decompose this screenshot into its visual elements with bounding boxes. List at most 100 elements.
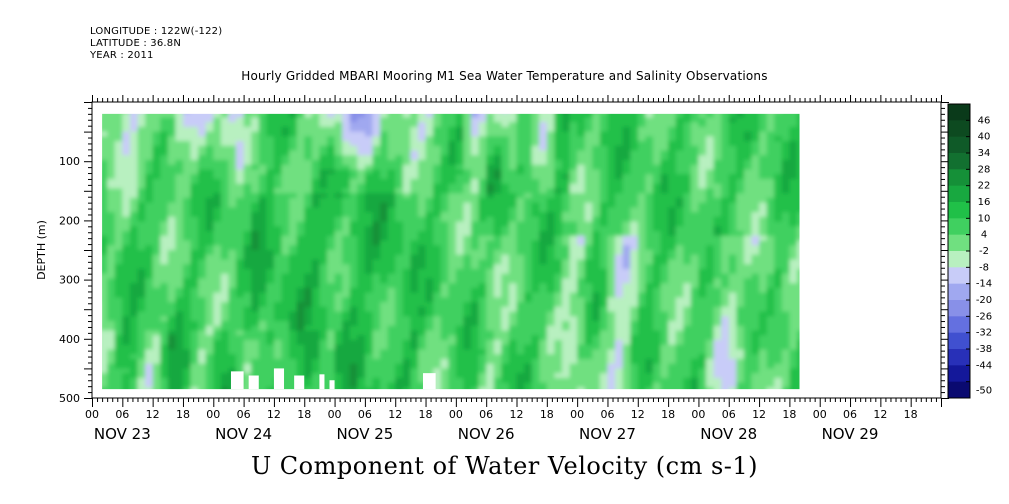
heatmap-cell — [266, 155, 275, 161]
heatmap-cell — [273, 287, 283, 294]
heatmap-cell — [418, 160, 427, 166]
heatmap-cell — [372, 254, 381, 260]
heatmap-cell — [205, 344, 214, 350]
heatmap-cell — [129, 240, 139, 246]
heatmap-cell — [357, 373, 366, 379]
heatmap-cells — [92, 113, 800, 397]
heatmap-cell — [266, 264, 275, 270]
heatmap-cell — [102, 363, 108, 369]
heatmap-cell — [190, 221, 199, 227]
heatmap-cell — [501, 155, 510, 161]
heatmap-cell — [160, 240, 169, 246]
heatmap-cell — [508, 179, 518, 185]
heatmap-cell — [410, 240, 419, 246]
heatmap-cell — [175, 197, 184, 204]
heatmap-cell — [395, 164, 404, 171]
heatmap-cell — [501, 297, 510, 303]
heatmap-cell — [220, 306, 230, 313]
heatmap-cell — [622, 363, 631, 369]
heatmap-cell — [402, 283, 411, 289]
heatmap-cell — [92, 170, 100, 175]
heatmap-cell — [592, 226, 601, 232]
heatmap-cell — [683, 377, 692, 384]
heatmap-cell — [554, 330, 563, 336]
heatmap-cell — [539, 340, 548, 346]
heatmap-cell — [455, 207, 465, 213]
heatmap-cell — [311, 264, 320, 270]
heatmap-cell — [190, 292, 199, 298]
heatmap-cell — [569, 268, 578, 275]
heatmap-cell — [652, 273, 662, 279]
heatmap-cell — [364, 278, 374, 284]
heatmap-cell — [539, 368, 548, 374]
heatmap-cell — [554, 344, 563, 350]
heatmap-cell — [372, 150, 381, 156]
heatmap-cell — [660, 160, 669, 166]
heatmap-cell — [312, 392, 320, 397]
heatmap-cell — [349, 160, 358, 166]
heatmap-cell — [243, 297, 252, 303]
heatmap-cell — [327, 306, 336, 313]
heatmap-cell — [478, 302, 487, 308]
heatmap-cell — [668, 235, 677, 242]
heatmap-cell — [266, 278, 275, 284]
heatmap-cell — [167, 373, 176, 379]
heatmap-cell — [243, 231, 252, 237]
heatmap-cell — [387, 145, 396, 152]
heatmap-cell — [592, 207, 601, 213]
heatmap-cell — [319, 335, 328, 341]
heatmap-cell — [531, 160, 540, 166]
heatmap-cell — [350, 392, 358, 397]
heatmap-cell — [266, 117, 275, 123]
heatmap-cell — [501, 392, 509, 397]
heatmap-cell — [425, 250, 434, 256]
heatmap-cell — [357, 268, 366, 275]
heatmap-cell — [637, 349, 646, 355]
heatmap-cell — [524, 131, 533, 137]
heatmap-cell — [501, 183, 510, 189]
heatmap-cell — [114, 179, 123, 185]
heatmap-cell — [683, 268, 692, 275]
heatmap-cell — [448, 113, 457, 118]
heatmap-cell — [637, 344, 646, 350]
heatmap-cell — [364, 264, 374, 270]
heatmap-cell — [175, 373, 184, 379]
heatmap-cell — [380, 179, 389, 185]
heatmap-cell — [402, 202, 411, 208]
heatmap-cell — [228, 131, 237, 137]
heatmap-cell — [167, 382, 176, 388]
heatmap-cell — [433, 316, 442, 322]
heatmap-cell — [675, 174, 684, 180]
heatmap-cell — [243, 254, 252, 260]
heatmap-cell — [145, 344, 154, 350]
heatmap-cell — [327, 150, 336, 156]
heatmap-cell — [615, 117, 624, 123]
heatmap-cell — [289, 254, 298, 260]
heatmap-cell — [236, 368, 245, 374]
heatmap-cell — [289, 193, 298, 199]
heatmap-cell — [129, 377, 139, 384]
heatmap-cell — [539, 179, 548, 185]
heatmap-cell — [675, 193, 684, 199]
heatmap-cell — [152, 321, 161, 327]
heatmap-cell — [236, 231, 245, 237]
heatmap-cell — [175, 131, 184, 137]
heatmap-cell — [584, 164, 593, 171]
heatmap-cell — [645, 330, 654, 336]
heatmap-cell — [554, 126, 563, 133]
heatmap-cell — [107, 373, 116, 379]
heatmap-cell — [615, 254, 624, 260]
heatmap-cell — [281, 231, 290, 237]
heatmap-cell — [145, 302, 154, 308]
heatmap-cell — [145, 126, 154, 133]
heatmap-cell — [645, 349, 654, 355]
heatmap-cell — [122, 325, 131, 332]
heatmap-cell — [92, 203, 100, 208]
heatmap-cell — [213, 235, 222, 242]
heatmap-cell — [311, 169, 320, 175]
heatmap-cell — [508, 325, 518, 332]
heatmap-cell — [175, 311, 184, 317]
heatmap-cell — [554, 216, 563, 223]
heatmap-cell — [668, 131, 677, 137]
heatmap-cell — [198, 160, 207, 166]
